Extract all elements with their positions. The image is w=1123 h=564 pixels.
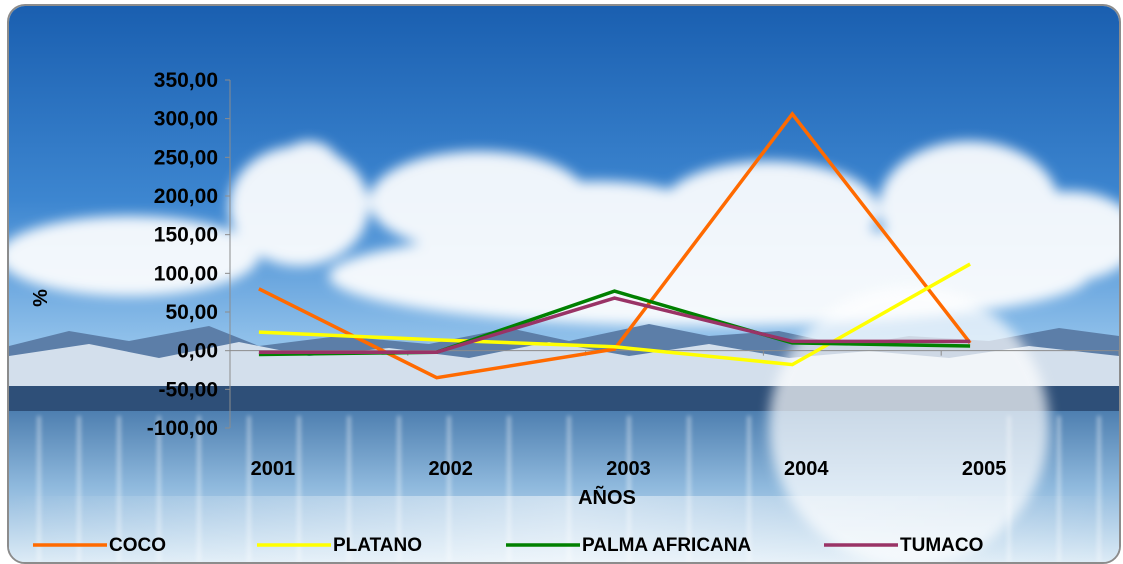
chart-frame: 350,00 300,00 250,00 200,00 150,00 100,00 50,0… bbox=[7, 4, 1121, 564]
y-tick-label: 50,00 bbox=[165, 301, 218, 324]
series-line-platano bbox=[258, 262, 971, 367]
series-line-tumaco bbox=[258, 296, 971, 354]
legend-label: COCO bbox=[109, 535, 166, 556]
y-tick-label: 100,00 bbox=[154, 262, 218, 285]
x-axis-title: AÑOS bbox=[578, 486, 636, 509]
legend-label: PLATANO bbox=[333, 535, 422, 556]
y-tick-label: 250,00 bbox=[154, 146, 218, 169]
x-axis: 2001 2002 2003 2004 2005 bbox=[229, 350, 1119, 480]
legend: COCO PLATANO PALMA AFRICANA TUMACO bbox=[33, 535, 983, 556]
x-tick-label: 2002 bbox=[428, 458, 473, 480]
y-axis: 350,00 300,00 250,00 200,00 150,00 100,00 50,0… bbox=[147, 69, 231, 440]
line-chart: 350,00 300,00 250,00 200,00 150,00 100,00 50,0… bbox=[30, 69, 1119, 556]
x-tick-label: 2005 bbox=[962, 458, 1007, 480]
y-tick-label: 150,00 bbox=[154, 224, 218, 247]
y-tick-label: -100,00 bbox=[147, 417, 218, 440]
y-tick-label: -50,00 bbox=[158, 378, 218, 401]
y-tick-label: 200,00 bbox=[154, 185, 218, 208]
legend-label: PALMA AFRICANA bbox=[582, 535, 751, 556]
y-axis-title: % bbox=[30, 289, 52, 307]
x-tick-label: 2004 bbox=[784, 458, 829, 480]
series-line-coco bbox=[258, 111, 972, 380]
legend-label: TUMACO bbox=[900, 535, 983, 556]
y-tick-label: 0,00 bbox=[177, 340, 218, 363]
series-lines bbox=[258, 111, 972, 380]
background-landscape bbox=[9, 6, 1119, 562]
x-tick-label: 2001 bbox=[251, 458, 296, 480]
x-tick-label: 2003 bbox=[606, 458, 651, 480]
y-tick-label: 350,00 bbox=[154, 69, 218, 92]
y-tick-label: 300,00 bbox=[154, 108, 218, 131]
